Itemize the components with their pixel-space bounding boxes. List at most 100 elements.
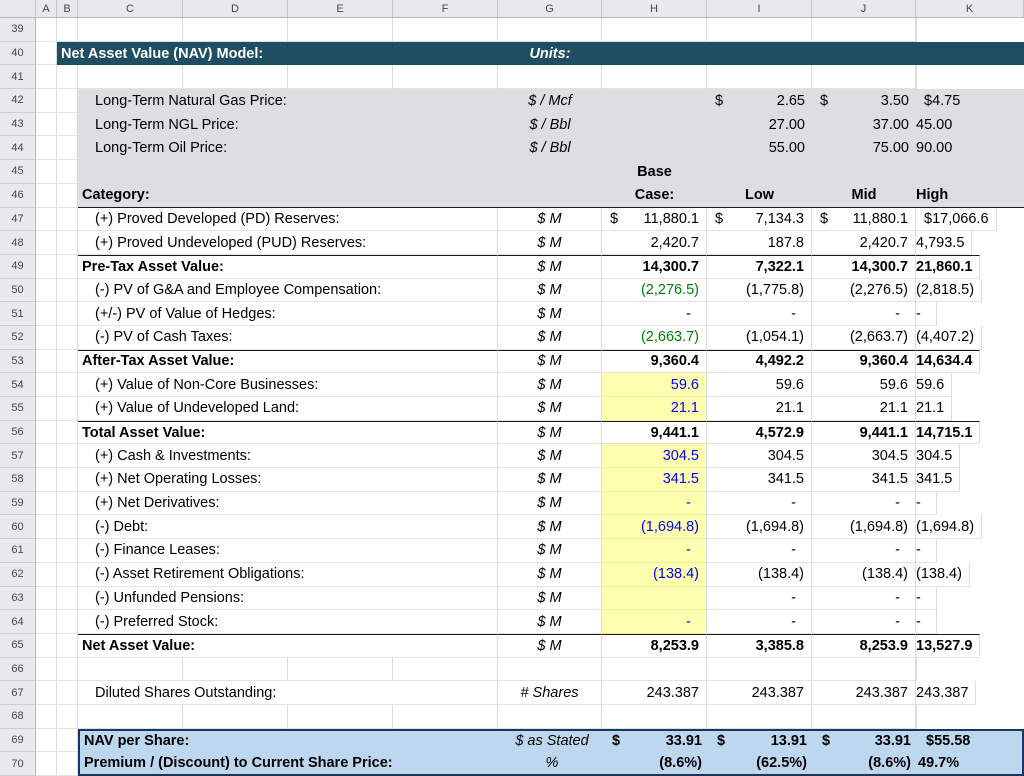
cell-I45[interactable] [707,160,812,184]
cell-J65[interactable]: 8,253.9 [812,633,916,658]
cell-A61[interactable] [36,539,57,563]
cell-H59-input[interactable]: - [602,491,707,516]
model-title-bar[interactable]: Net Asset Value (NAV) Model: Units: [57,41,1024,66]
cell-I55[interactable]: 21.1 [707,397,812,421]
cell-G45[interactable] [498,160,602,184]
cell-A49[interactable] [36,254,57,279]
cell-H41[interactable] [602,65,707,90]
cell-J39[interactable] [812,18,916,42]
cell-B42[interactable] [57,89,78,113]
cell-B59[interactable] [57,491,78,516]
cell-C56[interactable]: Total Asset Value: [78,420,498,445]
row-header-42[interactable]: 42 [0,89,36,113]
col-header-B[interactable]: B [57,0,78,17]
cell-B57[interactable] [57,444,78,469]
cell-H64-input[interactable]: - [602,610,707,634]
row-header-48[interactable]: 48 [0,231,36,255]
cell-C49[interactable]: Pre-Tax Asset Value: [78,254,498,279]
row-header-52[interactable]: 52 [0,325,36,350]
cell-C54[interactable]: (+) Value of Non-Core Businesses: [78,373,498,397]
cell-H54-input[interactable]: 59.6 [602,373,707,397]
cell-J57[interactable]: 304.5 [812,444,916,469]
cell-C51[interactable]: (+/-) PV of Value of Hedges: [78,302,498,326]
cell-D68[interactable] [183,704,288,729]
col-header-H[interactable]: H [602,0,707,17]
cell-H53[interactable]: 9,360.4 [602,349,707,374]
cell-B63[interactable] [57,586,78,611]
cell-J56[interactable]: 9,441.1 [812,420,916,445]
cell-F41[interactable] [393,65,498,90]
cell-H48[interactable]: 2,420.7 [602,231,707,255]
cell-I65[interactable]: 3,385.8 [707,633,812,658]
cell-J64[interactable]: - [812,610,916,634]
cell-H52[interactable]: (2,663.7) [602,325,707,350]
cell-I48[interactable]: 187.8 [707,231,812,255]
cell-G51[interactable]: $ M [498,302,602,326]
cell-C42[interactable]: Long-Term Natural Gas Price: [95,92,287,109]
cell-J63[interactable]: - [812,586,916,611]
cell-I64[interactable]: - [707,610,812,634]
cell-J61[interactable]: - [812,539,916,563]
row-header-51[interactable]: 51 [0,302,36,326]
cell-J66[interactable] [812,657,916,682]
cell-B70[interactable] [57,752,78,776]
cell-C39[interactable] [78,18,183,42]
cell-A66[interactable] [36,657,57,682]
cell-A62[interactable] [36,562,57,587]
cell-F68[interactable] [393,704,498,729]
cell-K41[interactable] [916,65,917,90]
cell-C63[interactable]: (-) Unfunded Pensions: [78,586,498,611]
cell-A60[interactable] [36,515,57,540]
cell-I47[interactable]: $7,134.3 [707,207,812,232]
cell-J70[interactable]: (8.6%) [868,755,911,772]
row-header-47[interactable]: 47 [0,207,36,232]
cell-B41[interactable] [57,65,78,90]
cell-C52[interactable]: (-) PV of Cash Taxes: [78,325,498,350]
cell-H69[interactable]: $33.91 [604,731,709,753]
cell-B45[interactable] [57,160,78,184]
cell-J47[interactable]: $11,880.1 [812,207,916,232]
cell-I43[interactable]: 27.00 [768,116,805,133]
cell-B51[interactable] [57,302,78,326]
cell-K51[interactable]: - [916,302,937,326]
cell-A51[interactable] [36,302,57,326]
row-header-59[interactable]: 59 [0,491,36,516]
cell-K66[interactable] [916,657,917,682]
cell-K58[interactable]: 341.5 [916,468,961,492]
cell-G65[interactable]: $ M [498,633,602,658]
col-header-G[interactable]: G [498,0,602,17]
cell-C58[interactable]: (+) Net Operating Losses: [78,468,498,492]
cell-G57[interactable]: $ M [498,444,602,469]
col-header-D[interactable]: D [183,0,288,17]
cell-J50[interactable]: (2,276.5) [812,278,916,303]
cell-G56[interactable]: $ M [498,420,602,445]
cell-A55[interactable] [36,397,57,421]
row-header-70[interactable]: 70 [0,752,36,776]
cell-A56[interactable] [36,420,57,445]
cell-J55[interactable]: 21.1 [812,397,916,421]
col-header-I[interactable]: I [707,0,812,17]
cell-I49[interactable]: 7,322.1 [707,254,812,279]
cell-H62-input[interactable]: (138.4) [602,562,707,587]
cell-I44[interactable]: 55.00 [768,140,805,157]
cell-K53[interactable]: 14,634.4 [916,349,981,374]
cell-A48[interactable] [36,231,57,255]
cell-B55[interactable] [57,397,78,421]
cell-I61[interactable]: - [707,539,812,563]
cell-K57[interactable]: 304.5 [916,444,961,469]
row-header-56[interactable]: 56 [0,420,36,445]
cell-E68[interactable] [288,704,393,729]
cell-B47[interactable] [57,207,78,232]
cell-D39[interactable] [183,18,288,42]
cell-A46[interactable] [36,183,57,208]
cell-A57[interactable] [36,444,57,469]
cell-J60[interactable]: (1,694.8) [812,515,916,540]
cell-J44[interactable]: 75.00 [872,140,909,157]
cell-A59[interactable] [36,491,57,516]
cell-K49[interactable]: 21,860.1 [916,254,981,279]
cell-H66[interactable] [602,657,707,682]
cell-C65[interactable]: Net Asset Value: [78,633,498,658]
row-header-41[interactable]: 41 [0,65,36,90]
cell-B58[interactable] [57,468,78,492]
cell-I67[interactable]: 243.387 [707,681,812,705]
